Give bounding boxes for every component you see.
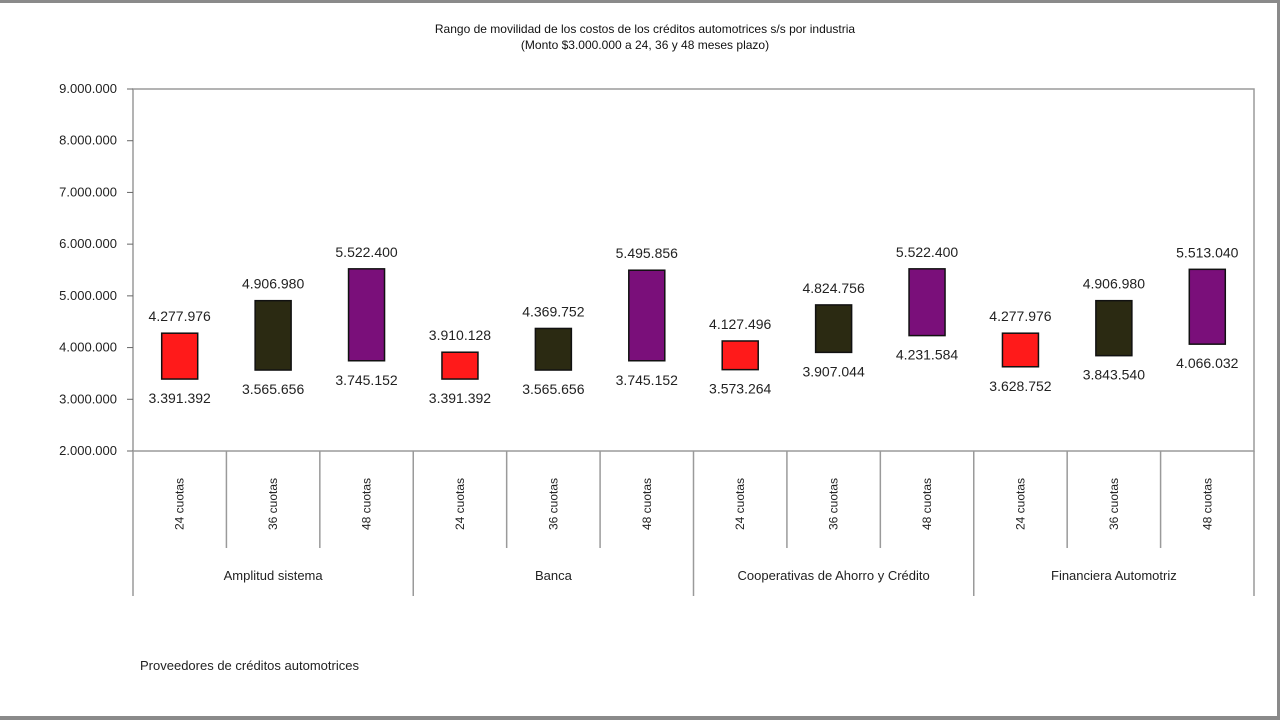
- chart-subtitle: (Monto $3.000.000 a 24, 36 y 48 meses pl…: [520, 38, 770, 52]
- y-tick-label: 9.000.000: [59, 81, 117, 96]
- category-label: 48 cuotas: [360, 478, 374, 530]
- group-label: Cooperativas de Ahorro y Crédito: [738, 568, 930, 583]
- data-label-high: 5.522.400: [335, 244, 397, 260]
- range-bar: [441, 351, 479, 380]
- y-tick-label: 8.000.000: [59, 133, 117, 148]
- y-tick-label: 3.000.000: [59, 391, 117, 406]
- range-bar: [254, 299, 292, 371]
- group-label: Financiera Automotriz: [1051, 568, 1177, 583]
- y-tick-label: 4.000.000: [59, 340, 117, 355]
- category-label: 24 cuotas: [453, 478, 467, 530]
- data-label-low: 3.565.656: [522, 381, 584, 397]
- range-bar: [814, 304, 853, 354]
- category-label: 24 cuotas: [173, 478, 187, 530]
- data-label-high: 4.277.976: [989, 308, 1051, 324]
- data-label-low: 3.628.752: [989, 378, 1051, 394]
- category-label: 36 cuotas: [266, 478, 280, 530]
- range-bar: [628, 269, 666, 362]
- data-label-high: 4.127.496: [709, 316, 771, 332]
- data-label-low: 4.066.032: [1176, 355, 1238, 371]
- data-label-high: 4.906.980: [242, 276, 304, 292]
- data-label-low: 3.843.540: [1083, 367, 1145, 383]
- category-label: 36 cuotas: [546, 478, 560, 530]
- category-label: 48 cuotas: [640, 478, 654, 530]
- frame-border-right: [1277, 0, 1280, 720]
- category-label: 24 cuotas: [733, 478, 747, 530]
- data-label-low: 3.907.044: [802, 363, 864, 379]
- data-label-high: 5.522.400: [896, 244, 958, 260]
- frame-border-bottom: [0, 716, 1280, 720]
- range-bar: [1001, 332, 1040, 368]
- range-bar: [721, 340, 759, 371]
- range-bar: [160, 332, 199, 380]
- data-label-low: 3.565.656: [242, 381, 304, 397]
- data-label-low: 3.391.392: [149, 390, 211, 406]
- category-label: 36 cuotas: [1107, 478, 1121, 530]
- chart-title: Rango de movilidad de los costos de los …: [434, 22, 856, 36]
- data-label-high: 4.906.980: [1083, 276, 1145, 292]
- data-label-high: 5.513.040: [1176, 244, 1238, 260]
- frame-border-top: [0, 0, 1280, 3]
- category-label: 24 cuotas: [1013, 478, 1027, 530]
- y-tick-label: 6.000.000: [59, 236, 117, 251]
- data-label-low: 3.391.392: [429, 390, 491, 406]
- data-label-high: 4.369.752: [522, 303, 584, 319]
- category-label: 36 cuotas: [827, 478, 841, 530]
- range-bar: [1095, 299, 1133, 357]
- range-bar: [908, 268, 946, 337]
- data-label-high: 4.277.976: [149, 308, 211, 324]
- range-bar: [1188, 268, 1227, 345]
- category-label: 48 cuotas: [920, 478, 934, 530]
- data-label-low: 3.745.152: [335, 372, 397, 388]
- data-label-high: 3.910.128: [429, 327, 491, 343]
- range-bar: [534, 327, 573, 371]
- group-label: Amplitud sistema: [224, 568, 324, 583]
- data-label-high: 5.495.856: [616, 245, 678, 261]
- range-bar: [347, 268, 386, 362]
- x-axis-title: Proveedores de créditos automotrices: [140, 658, 359, 673]
- category-label: 48 cuotas: [1200, 478, 1214, 530]
- data-label-low: 4.231.584: [896, 347, 958, 363]
- group-label: Banca: [535, 568, 573, 583]
- data-label-high: 4.824.756: [802, 280, 864, 296]
- data-label-low: 3.573.264: [709, 381, 771, 397]
- y-tick-label: 5.000.000: [59, 288, 117, 303]
- y-tick-label: 7.000.000: [59, 184, 117, 199]
- data-label-low: 3.745.152: [616, 372, 678, 388]
- y-tick-label: 2.000.000: [59, 443, 117, 458]
